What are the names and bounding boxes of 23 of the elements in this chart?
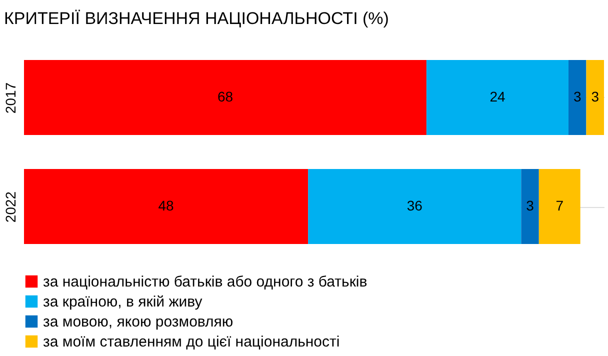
bar xyxy=(568,60,586,135)
legend-label: за національністю батьків або одного з батьків xyxy=(43,274,368,290)
legend-label: за моїм ставленням до цієї національності xyxy=(43,334,340,350)
legend-label: за країною, в якій живу xyxy=(43,294,203,310)
data-label: 48 xyxy=(158,198,174,214)
bar xyxy=(426,60,568,135)
legend-label: за мовою, якою розмовляю xyxy=(43,314,234,330)
bar xyxy=(308,169,522,244)
chart-title: КРИТЕРІЇ ВИЗНАЧЕННЯ НАЦІОНАЛЬНОСТІ (%) xyxy=(4,9,389,28)
bar xyxy=(521,169,539,244)
data-label: 7 xyxy=(556,198,564,214)
bar xyxy=(538,169,580,244)
y-tick-label: 2022 xyxy=(2,191,18,223)
data-label: 3 xyxy=(591,88,600,104)
data-label: 36 xyxy=(406,198,423,214)
bar xyxy=(24,60,426,135)
y-tick-label: 2017 xyxy=(2,82,18,114)
bar xyxy=(586,60,604,135)
data-label: 68 xyxy=(217,88,234,104)
data-label: 3 xyxy=(526,198,534,214)
bar xyxy=(24,169,308,244)
data-label: 3 xyxy=(573,88,582,104)
data-label: 24 xyxy=(490,88,506,104)
